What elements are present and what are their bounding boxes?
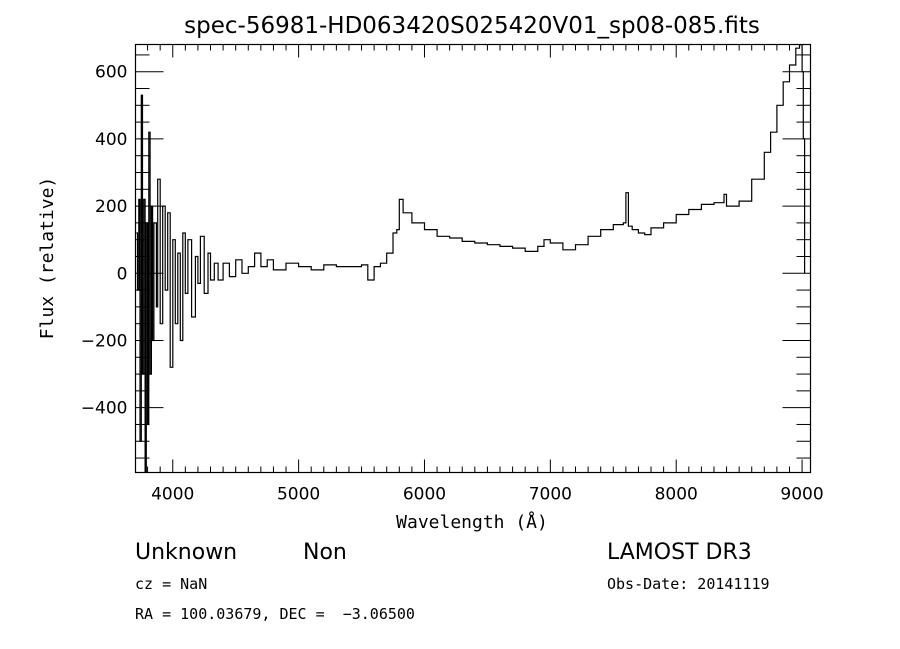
axis-ticks: 4000 5000 6000 7000 8000 9000 −400 −200 0 200 400 6… <box>81 44 824 505</box>
object-class: Unknown <box>135 540 237 565</box>
x-tick-label: 6000 <box>403 485 446 505</box>
y-axis-label: Flux (relative) <box>37 177 58 340</box>
x-tick-label: 4000 <box>151 485 194 505</box>
y-tick-label: 200 <box>95 197 127 217</box>
y-tick-label: 400 <box>95 130 127 150</box>
series-group <box>136 44 806 473</box>
redshift-text: cz = NaN <box>135 575 207 593</box>
object-subclass: Non <box>303 540 347 565</box>
plot-frame <box>134 43 812 474</box>
y-tick-label: 600 <box>95 63 127 83</box>
x-tick-label: 8000 <box>655 485 698 505</box>
survey-label: LAMOST DR3 <box>607 540 752 565</box>
obs-date-text: Obs-Date: 20141119 <box>607 575 770 593</box>
coordinates-text: RA = 100.03679, DEC = −3.06500 <box>135 605 415 623</box>
chart-title: spec-56981-HD063420S025420V01_sp08-085.f… <box>184 13 760 39</box>
x-tick-label: 9000 <box>780 485 823 505</box>
x-axis-label: Wavelength (Å) <box>396 511 548 533</box>
x-tick-label: 7000 <box>529 485 572 505</box>
y-tick-label: −200 <box>81 331 128 351</box>
spectrum-line <box>136 44 806 473</box>
y-tick-label: −400 <box>81 399 128 419</box>
x-tick-label: 5000 <box>277 485 320 505</box>
y-tick-label: 0 <box>117 264 128 284</box>
